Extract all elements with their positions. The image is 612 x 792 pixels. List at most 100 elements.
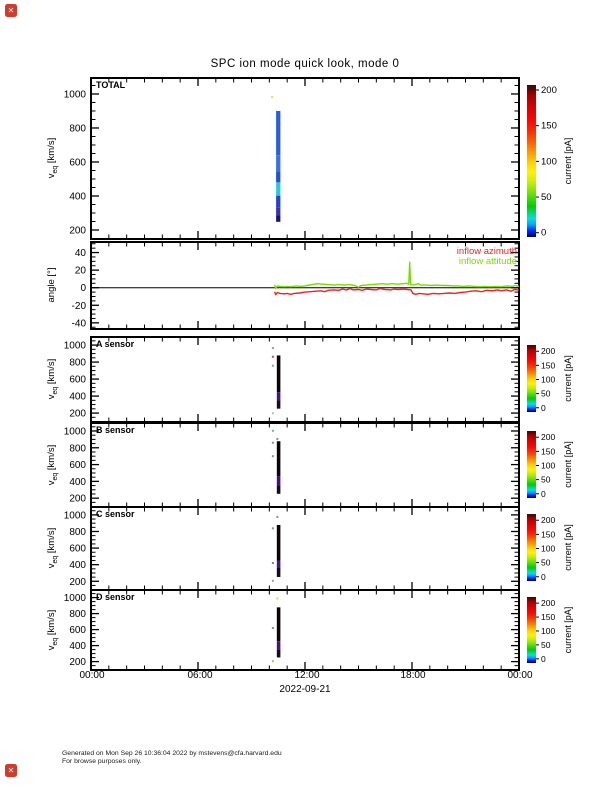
y-tick-label: 400 [69,392,86,403]
colorbar-tick-label: 150 [541,360,555,370]
spectrogram-dot [271,627,274,629]
colorbar-tick-label: 150 [541,612,555,622]
ylabel-sub: eq [51,555,59,564]
spectrogram-streak [276,560,281,569]
colorbar-tick-label: 0 [541,228,546,239]
colorbar-tick-label: 100 [541,374,555,384]
spectrogram-streak [276,649,281,658]
y-tick-label: 200 [69,409,86,420]
y-tick-label: 200 [69,657,86,668]
spectrogram-streak [276,641,281,650]
date-label: 2022-09-21 [279,684,331,695]
spectrogram-dot [271,347,274,350]
y-tick-label: 1000 [64,510,87,521]
footer: Generated on Mon Sep 26 10:36:04 2022 by… [62,750,282,766]
x-tick-label: 18:00 [400,670,426,681]
legend-inflow-azimuth: inflow azimuth [456,246,517,257]
spectrogram-streak [276,392,281,401]
panel-box-b [90,422,520,508]
spectrogram-dot [271,364,274,367]
colorbar-tick-label: 200 [541,346,555,356]
footer-generated-line: Generated on Mon Sep 26 10:36:04 2022 by… [62,750,282,757]
colorbar-tick-label: 150 [541,121,557,132]
colorbar-tick-label: 0 [541,654,546,664]
spectrogram-dot [271,412,274,415]
y-tick-label: 1000 [64,426,87,437]
y-tick-label: 800 [69,358,86,369]
y-tick-label: -20 [72,301,87,312]
panel-title-c-sensor: C sensor [96,509,135,519]
y-tick-label: 200 [69,494,86,505]
y-tick-label: 800 [69,443,86,454]
colorbar-label: current [pA] [563,441,573,488]
colorbar-label: current [pA] [563,355,573,402]
y-axis-label-total: veq [km/s] [46,78,59,238]
spectrogram-streak [276,476,281,486]
y-tick-label: 600 [69,460,86,471]
spectrogram-dot [276,515,279,518]
colorbar-tick-label: 50 [541,389,551,399]
broken-image-icon: ✕ [5,764,17,777]
colorbar-tick-label: 150 [541,529,555,539]
angle-line-1 [274,261,520,290]
spectrogram-dot [271,96,274,99]
spectrogram-dot [271,355,274,358]
broken-image-icon: ✕ [5,4,17,17]
y-tick-label: 40 [75,248,87,259]
spectrogram-streak [276,568,281,577]
spectrogram-streak [276,171,281,183]
spectrogram-streak [276,607,281,642]
spectrogram-streak [276,195,281,208]
colorbar-tick-label: 200 [541,85,557,96]
ylabel-unit: [km/s] [46,527,57,556]
y-tick-label: 400 [69,477,86,488]
ylabel-unit: [km/s] [46,358,57,387]
y-tick-label: 200 [69,577,86,588]
ylabel-v: v [46,480,57,486]
legend-inflow-attitude: inflow attitude [458,256,517,267]
spectrogram-streak [276,355,281,393]
spectrogram-dot [271,455,274,458]
ylabel-sub: eq [51,637,59,646]
panel-box-angle [90,241,520,330]
x-tick-label: 12:00 [294,670,320,681]
y-axis-label-d-sensor: veq [km/s] [46,570,59,690]
ylabel-sub: eq [51,386,59,395]
x-tick-label: 00:00 [79,670,105,681]
chart-title: SPC ion mode quick look, mode 0 [210,58,400,70]
y-tick-label: 20 [75,266,87,277]
panel-title-d-sensor: D sensor [96,592,135,602]
panel-title-b-sensor: B sensor [96,425,135,435]
panel-box-d [90,589,520,671]
ylabel-unit: [km/s] [46,609,57,638]
ylabel-v: v [46,394,57,400]
y-tick-label: 800 [69,609,86,620]
y-tick-label: 400 [69,191,86,202]
colorbar-tick-label: 0 [541,489,546,499]
colorbar-tick-label: 200 [541,598,555,608]
spectrogram-streak [276,441,281,477]
panel-title-a-sensor: A sensor [96,339,135,349]
ylabel-v: v [46,563,57,569]
y-tick-label: 600 [69,375,86,386]
colorbar-label: current [pA] [563,607,573,654]
ylabel-sub: eq [51,472,59,481]
spectrogram-dot [271,579,274,582]
panel-box-c [90,506,520,591]
colorbar-tick-label: 100 [541,460,555,470]
footer-browse-line: For browse purposes only. [62,758,142,765]
colorbar-tick-label: 0 [541,403,546,413]
colorbar-tick-label: 50 [541,475,551,485]
colorbar-gradient [527,431,536,498]
colorbar-gradient [527,597,536,663]
colorbar-tick-label: 50 [541,640,551,650]
ylabel-sub: eq [51,165,59,174]
y-tick-label: 1000 [64,593,87,604]
y-tick-label: 200 [69,225,86,236]
angle-line-0 [274,287,520,296]
colorbar-label: current [pA] [563,138,573,185]
x-tick-label: 06:00 [187,670,213,681]
y-tick-label: 0 [80,283,86,294]
panel-box-total [90,77,520,240]
